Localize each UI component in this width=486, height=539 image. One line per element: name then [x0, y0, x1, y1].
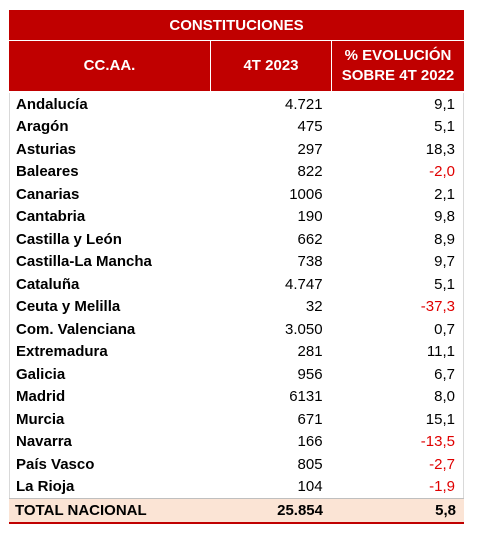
- row-value: 4.747: [285, 275, 323, 293]
- row-value: 662: [297, 230, 323, 248]
- header-row: CC.AA. 4T 2023 % EVOLUCIÓN SOBRE 4T 2022: [9, 41, 464, 93]
- table-row: Madrid 6131 8,0: [10, 386, 463, 409]
- row-region: Murcia: [16, 410, 65, 428]
- row-change: -13,5: [420, 433, 455, 451]
- table-row: Canarias 1006 2,1: [10, 183, 463, 206]
- row-value: 4.721: [285, 95, 323, 113]
- table-row: Navarra 166 -13,5: [10, 431, 463, 454]
- header-change-line1: % EVOLUCIÓN: [344, 47, 452, 64]
- row-value: 32: [305, 298, 323, 316]
- row-region: Galicia: [16, 365, 66, 383]
- row-value: 6131: [289, 388, 323, 406]
- table-row: Murcia 671 15,1: [10, 408, 463, 431]
- total-value: 25.854: [277, 501, 323, 519]
- row-value: 3.050: [285, 320, 323, 338]
- row-region: Baleares: [16, 163, 79, 181]
- total-region: TOTAL NACIONAL: [15, 501, 147, 519]
- row-value: 104: [297, 478, 323, 496]
- row-value: 281: [297, 343, 323, 361]
- table-row: Ceuta y Melilla 32 -37,3: [10, 296, 463, 319]
- row-value: 805: [297, 455, 323, 473]
- table-row: Galicia 956 6,7: [10, 363, 463, 386]
- total-row: TOTAL NACIONAL 25.854 5,8: [9, 498, 464, 524]
- table-row: País Vasco 805 -2,7: [10, 453, 463, 476]
- header-change-line2: SOBRE 4T 2022: [341, 67, 455, 84]
- table-row: Cantabria 190 9,8: [10, 206, 463, 229]
- row-region: Andalucía: [16, 95, 88, 113]
- row-region: Canarias: [16, 185, 80, 203]
- table-row: Baleares 822 -2,0: [10, 161, 463, 184]
- row-change: 18,3: [425, 140, 455, 158]
- row-change: 0,7: [434, 320, 455, 338]
- row-region: Castilla y León: [16, 230, 122, 248]
- row-region: Asturias: [16, 140, 77, 158]
- row-region: La Rioja: [16, 478, 75, 496]
- row-region: Ceuta y Melilla: [16, 298, 121, 316]
- table-row: Andalucía 4.721 9,1: [10, 93, 463, 116]
- table-title: CONSTITUCIONES: [9, 10, 464, 41]
- table-row: Castilla-La Mancha 738 9,7: [10, 251, 463, 274]
- row-region: País Vasco: [16, 455, 95, 473]
- row-region: Extremadura: [16, 343, 108, 361]
- row-value: 738: [297, 253, 323, 271]
- total-change: 5,8: [435, 501, 456, 519]
- row-change: -37,3: [420, 298, 455, 316]
- row-change: 2,1: [434, 185, 455, 203]
- row-value: 1006: [289, 185, 323, 203]
- table-row: Aragón 475 5,1: [10, 116, 463, 139]
- row-value: 956: [297, 365, 323, 383]
- row-change: 9,8: [434, 208, 455, 226]
- row-value: 671: [297, 410, 323, 428]
- row-change: 11,1: [426, 343, 455, 361]
- row-change: 9,1: [434, 95, 455, 113]
- header-value: 4T 2023: [210, 41, 331, 91]
- row-change: -2,0: [429, 163, 455, 181]
- table-row: Castilla y León 662 8,9: [10, 228, 463, 251]
- row-change: 5,1: [434, 275, 455, 293]
- row-region: Aragón: [16, 118, 69, 136]
- row-region: Cataluña: [16, 275, 80, 293]
- row-region: Navarra: [16, 433, 72, 451]
- row-value: 475: [297, 118, 323, 136]
- row-region: Com. Valenciana: [16, 320, 136, 338]
- row-value: 297: [297, 140, 323, 158]
- header-change: % EVOLUCIÓN SOBRE 4T 2022: [331, 41, 464, 91]
- row-change: 9,7: [434, 253, 455, 271]
- header-region: CC.AA.: [83, 57, 136, 74]
- row-change: 6,7: [434, 365, 455, 383]
- table-row: Cataluña 4.747 5,1: [10, 273, 463, 296]
- table-row: Com. Valenciana 3.050 0,7: [10, 318, 463, 341]
- row-region: Madrid: [16, 388, 66, 406]
- row-value: 166: [297, 433, 323, 451]
- row-change: 8,0: [434, 388, 455, 406]
- row-change: 8,9: [434, 230, 455, 248]
- row-value: 190: [297, 208, 323, 226]
- row-change: 5,1: [434, 118, 455, 136]
- row-change: -2,7: [429, 455, 455, 473]
- table-body: Andalucía 4.721 9,1 Aragón 475 5,1 Asturias 297…: [9, 93, 464, 498]
- constituciones-table: CONSTITUCIONES CC.AA. 4T 2023 % EVOLUCIÓ…: [9, 10, 464, 524]
- row-region: Cantabria: [16, 208, 86, 226]
- row-region: Castilla-La Mancha: [16, 253, 152, 271]
- table-row: Asturias 297 18,3: [10, 138, 463, 161]
- table-row: Extremadura 281 11,1: [10, 341, 463, 364]
- row-value: 822: [297, 163, 323, 181]
- row-change: 15,1: [425, 410, 455, 428]
- row-change: -1,9: [429, 478, 455, 496]
- table-row: La Rioja 104 -1,9: [10, 476, 463, 499]
